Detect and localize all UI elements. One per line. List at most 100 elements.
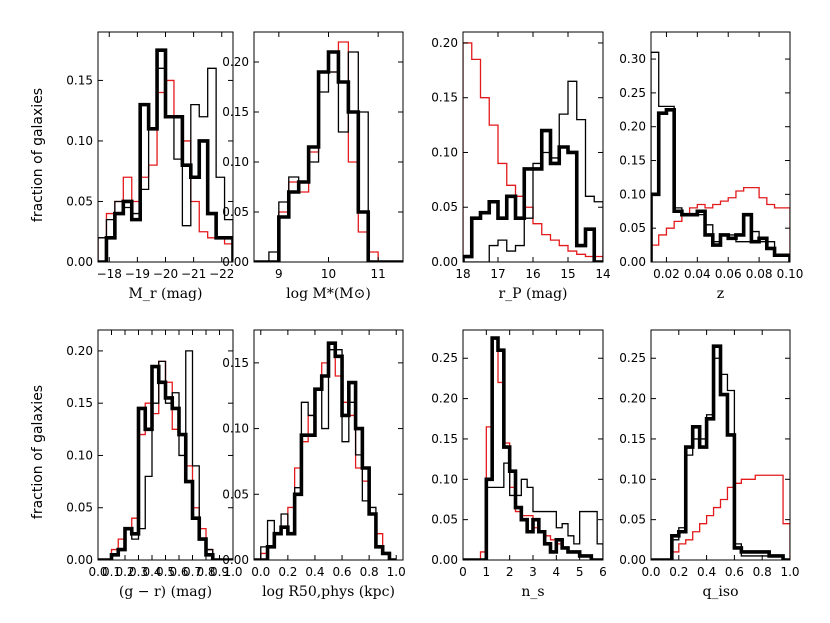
x-tick-label: 0.4 (305, 565, 324, 579)
x-tick-label: 0.1 (102, 565, 121, 579)
histogram-black-thick (651, 344, 790, 560)
panel-5: 0.00.10.20.30.40.50.60.70.80.91.0 0.00 0.0… (66, 329, 243, 600)
y-tick-label: 0.10 (619, 472, 646, 486)
y-tick-label: 0.20 (431, 36, 458, 50)
y-tick-label: 0.05 (66, 501, 93, 515)
histogram-black-thick (254, 50, 403, 262)
x-tick-label: 0.5 (156, 565, 175, 579)
x-tick-label: 10 (321, 267, 336, 281)
y-tick-label: 0.10 (431, 472, 458, 486)
y-tick-label: 0.05 (222, 205, 249, 219)
histogram-black-thin (651, 51, 790, 262)
x-tick-label: −21 (181, 267, 206, 281)
y-tick-label: 0.00 (431, 255, 458, 269)
y-tick-label: 0.25 (619, 351, 646, 365)
x-tick-label: 0.0 (251, 565, 270, 579)
x-tick-label: 0.6 (332, 565, 351, 579)
axes-frame (650, 329, 791, 561)
histogram-black-thick (254, 341, 397, 560)
x-axis-label: log R50,phys (kpc) (262, 584, 395, 600)
x-tick-label: −20 (153, 267, 178, 281)
panel-7: 0 1 2 3 4 5 6 0.00 0.05 0.10 0.15 0.20 0.25 n_s (431, 329, 607, 600)
x-tick-label: 11 (371, 267, 386, 281)
x-tick-label: −18 (97, 267, 122, 281)
y-tick-label: 0.15 (66, 73, 93, 87)
x-tick-label: 0.0 (88, 565, 107, 579)
y-tick-label: 0.05 (619, 513, 646, 527)
y-tick-label: 0.00 (619, 553, 646, 567)
histogram-black-thick (651, 107, 790, 262)
x-tick-label: 0.8 (360, 565, 379, 579)
x-axis-label: M_r (mag) (129, 286, 203, 302)
x-tick-label: 0.3 (129, 565, 148, 579)
histogram-black-thin (651, 357, 790, 560)
histogram-black-thin (254, 51, 403, 262)
y-tick-label: 0.15 (222, 105, 249, 119)
x-tick-label: 0.08 (746, 267, 773, 281)
x-tick-label: 1.0 (223, 565, 242, 579)
x-tick-label: 0.9 (210, 565, 229, 579)
x-tick-label: 0.6 (725, 565, 744, 579)
x-axis-label: (g − r) (mag) (119, 584, 212, 600)
panel-3: 18 17 16 15 14 0.00 0.05 0.10 0.15 0.20 r_P (mag) (431, 31, 611, 302)
y-tick-label: 0.25 (431, 351, 458, 365)
y-tick-label: 0.15 (619, 432, 646, 446)
y-tick-label: 0.20 (619, 392, 646, 406)
x-tick-label: 4 (553, 565, 561, 579)
x-tick-label: −19 (125, 267, 150, 281)
x-tick-label: 0 (459, 565, 467, 579)
y-tick-label: 0.05 (222, 487, 249, 501)
x-tick-label: 1.0 (780, 565, 799, 579)
y-tick-label: 0.00 (222, 255, 249, 269)
x-tick-label: 0.8 (753, 565, 772, 579)
x-tick-label: 2 (506, 565, 514, 579)
y-tick-label: 0.20 (222, 55, 249, 69)
y-tick-label: 0.00 (431, 553, 458, 567)
x-tick-label: 16 (525, 267, 540, 281)
axes-frame (650, 31, 791, 263)
x-tick-label: 0.4 (697, 565, 716, 579)
histogram-black-thick (463, 128, 603, 262)
x-tick-label: 0.2 (278, 565, 297, 579)
y-tick-label: 0.05 (431, 200, 458, 214)
panel-8: 0.0 0.2 0.4 0.6 0.8 1.0 0.00 0.05 0.10 0.15 0.20 0.… (619, 329, 800, 600)
y-axis-label-top-row: fraction of galaxies (30, 88, 46, 222)
panel-2: 9 10 11 0.00 0.05 0.10 0.15 0.20 log M*(M⊙) (222, 31, 404, 302)
histogram-black-thick (98, 364, 233, 560)
y-tick-label: 0.10 (222, 422, 249, 436)
x-tick-label: 0.2 (669, 565, 688, 579)
axes-frame (253, 329, 404, 561)
x-tick-label: 0.6 (169, 565, 188, 579)
y-tick-label: 0.05 (619, 221, 646, 235)
y-tick-label: 0.10 (66, 134, 93, 148)
histogram-black-thin (463, 462, 603, 560)
y-tick-label: 0.05 (431, 513, 458, 527)
y-tick-label: 0.10 (66, 448, 93, 462)
y-tick-label: 0.00 (66, 553, 93, 567)
x-axis-label: log M*(M⊙) (286, 286, 371, 302)
y-tick-label: 0.15 (222, 356, 249, 370)
histogram-black-thin (463, 80, 603, 262)
x-tick-label: 0.04 (684, 267, 711, 281)
x-tick-label: 15 (560, 267, 575, 281)
panel-1: −18 −19 −20 −21 −22 0.00 0.05 0.10 0.15 M_r (mag) (66, 31, 234, 302)
x-tick-label: −22 (209, 267, 234, 281)
y-tick-label: 0.15 (619, 154, 646, 168)
x-tick-label: 14 (595, 267, 610, 281)
y-tick-label: 0.15 (431, 91, 458, 105)
histogram-red-thin (651, 186, 790, 262)
y-tick-label: 0.00 (66, 255, 93, 269)
x-tick-label: 0.2 (115, 565, 134, 579)
y-tick-label: 0.20 (619, 120, 646, 134)
x-tick-label: 17 (490, 267, 505, 281)
y-tick-label: 0.20 (431, 392, 458, 406)
x-tick-label: 0.0 (641, 565, 660, 579)
x-tick-label: 6 (599, 565, 607, 579)
x-tick-label: 0.06 (715, 267, 742, 281)
x-tick-label: 0.4 (142, 565, 161, 579)
x-tick-label: 3 (529, 565, 537, 579)
histogram-black-thick (463, 336, 603, 560)
histogram-red-thin (651, 474, 790, 560)
